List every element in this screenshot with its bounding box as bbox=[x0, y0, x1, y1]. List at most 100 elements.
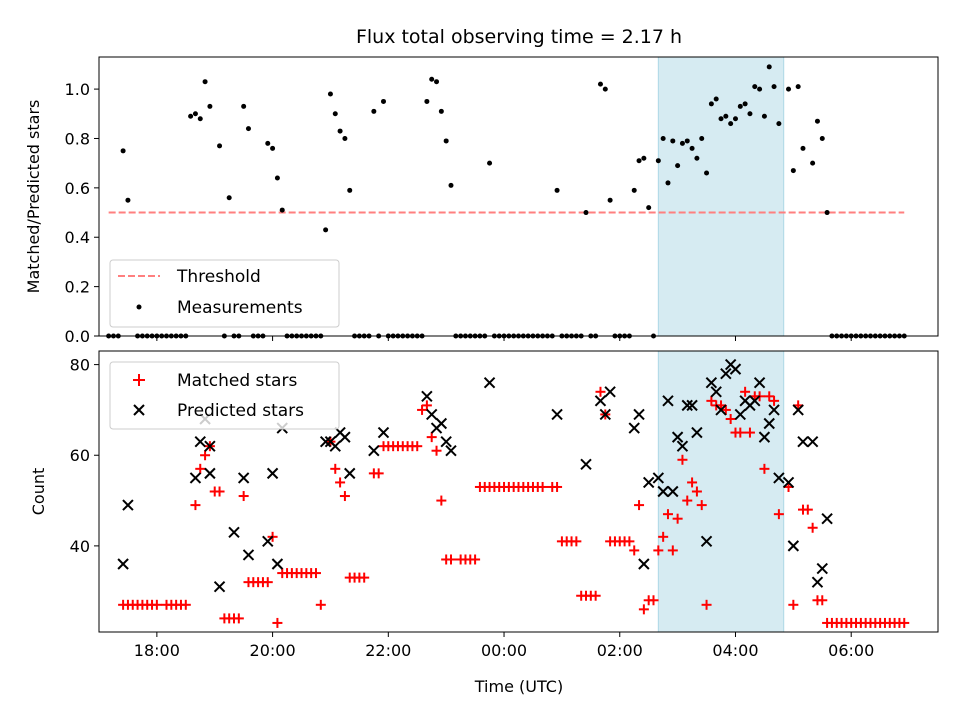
predicted-star-point bbox=[676, 440, 689, 452]
matched-star-point bbox=[735, 427, 746, 438]
matched-star-point bbox=[552, 481, 563, 492]
x-tick-label: 20:00 bbox=[250, 641, 296, 660]
matched-star-point bbox=[190, 500, 201, 511]
matched-star-point bbox=[720, 404, 731, 415]
predicted-star-point bbox=[604, 386, 616, 398]
predicted-star-point bbox=[705, 377, 718, 389]
measurement-point bbox=[713, 96, 719, 102]
bottom-legend-box bbox=[109, 361, 340, 430]
predicted-star-point bbox=[638, 558, 650, 570]
top-y-axis: 0.0 0.2 0.4 0.6 0.8 1.0 bbox=[65, 80, 99, 346]
measurement-point bbox=[443, 138, 449, 144]
predicted-stars-points bbox=[117, 358, 833, 593]
measurement-point bbox=[424, 98, 430, 104]
top-y-tick-label: 0.0 bbox=[65, 327, 90, 346]
legend-predicted-swatch bbox=[133, 404, 145, 416]
predicted-star-point bbox=[763, 417, 775, 430]
measurement-point bbox=[766, 64, 772, 70]
measurement-point bbox=[689, 145, 695, 151]
predicted-star-point bbox=[715, 404, 727, 416]
predicted-star-point bbox=[425, 408, 438, 421]
matched-star-point bbox=[339, 491, 350, 502]
matched-star-point bbox=[426, 432, 437, 443]
count-panel: 40 60 80 18:00 20:00 22:00 00:00 02:00 04:00 06:… bbox=[29, 350, 939, 696]
predicted-star-point bbox=[189, 472, 202, 484]
measurement-point bbox=[342, 135, 348, 141]
measurement-point bbox=[718, 116, 724, 122]
matched-star-point bbox=[421, 400, 432, 411]
measurement-point bbox=[323, 227, 329, 233]
predicted-star-point bbox=[242, 549, 255, 561]
predicted-star-point bbox=[551, 408, 563, 421]
matched-star-point bbox=[262, 577, 273, 588]
measurement-point bbox=[636, 158, 642, 164]
predicted-star-point bbox=[440, 435, 452, 448]
predicted-star-point bbox=[483, 377, 496, 389]
measurement-point bbox=[554, 187, 560, 193]
measurement-point bbox=[448, 182, 454, 188]
measurement-point bbox=[217, 143, 223, 149]
top-observing-span bbox=[657, 56, 785, 337]
measurement-point bbox=[660, 135, 666, 141]
measurement-point bbox=[371, 108, 377, 114]
measurement-point bbox=[597, 81, 603, 87]
bottom-x-axis: 18:00 20:00 22:00 00:00 02:00 04:00 06:00 bbox=[134, 632, 874, 660]
measurement-point bbox=[732, 116, 738, 122]
matched-star-point bbox=[653, 545, 664, 556]
legend-measurements-label: Measurements bbox=[177, 298, 303, 318]
x-tick-label: 02:00 bbox=[597, 641, 643, 660]
matched-star-point bbox=[725, 413, 736, 424]
measurement-point bbox=[487, 160, 493, 166]
matched-star-point bbox=[315, 599, 326, 610]
bottom-y-axis-label: Count bbox=[29, 468, 48, 516]
x-tick-label: 04:00 bbox=[712, 641, 758, 660]
matched-star-point bbox=[817, 595, 828, 606]
predicted-star-point bbox=[652, 472, 665, 484]
matched-star-point bbox=[417, 404, 428, 415]
predicted-star-point bbox=[368, 445, 380, 457]
x-tick-label: 18:00 bbox=[134, 641, 180, 660]
bottom-observing-span bbox=[657, 350, 785, 633]
measurement-point bbox=[742, 101, 748, 107]
matched-star-point bbox=[899, 617, 910, 628]
matched-star-point bbox=[195, 463, 206, 474]
matched-star-point bbox=[744, 427, 755, 438]
bottom-y-tick-label: 60 bbox=[70, 446, 90, 465]
measurement-point bbox=[679, 140, 685, 146]
bottom-axes-frame bbox=[98, 350, 939, 633]
matched-star-point bbox=[180, 599, 191, 610]
bottom-y-tick-label: 80 bbox=[70, 356, 90, 375]
matched-star-point bbox=[634, 500, 645, 511]
matched-star-point bbox=[672, 513, 683, 524]
matched-star-point bbox=[706, 395, 717, 406]
measurement-point bbox=[192, 111, 198, 117]
matched-star-point bbox=[373, 468, 384, 479]
matched-star-point bbox=[759, 463, 770, 474]
legend-threshold-label: Threshold bbox=[176, 267, 261, 287]
measurement-point bbox=[347, 187, 353, 193]
measurement-point bbox=[814, 118, 820, 124]
matched-star-point bbox=[667, 545, 678, 556]
measurement-point bbox=[655, 158, 661, 164]
measurement-point bbox=[226, 195, 232, 201]
predicted-star-point bbox=[821, 512, 833, 525]
predicted-star-point bbox=[339, 431, 351, 443]
measurement-point bbox=[819, 135, 825, 141]
matched-star-point bbox=[691, 486, 702, 497]
top-y-axis-label: Matched/Predicted stars bbox=[24, 100, 43, 294]
predicted-star-point bbox=[445, 445, 457, 457]
measurement-point bbox=[607, 197, 613, 203]
predicted-star-point bbox=[266, 467, 279, 480]
matched-star-point bbox=[629, 545, 640, 556]
measurement-point bbox=[737, 103, 743, 109]
matched-star-point bbox=[624, 536, 635, 547]
measurement-point bbox=[197, 116, 203, 122]
measurement-point bbox=[207, 103, 213, 109]
measurement-point bbox=[704, 170, 710, 176]
measurement-point bbox=[337, 128, 343, 134]
matched-star-point bbox=[214, 486, 225, 497]
matched-star-point bbox=[682, 495, 693, 506]
predicted-star-point bbox=[122, 499, 134, 511]
x-tick-label: 06:00 bbox=[828, 641, 874, 660]
